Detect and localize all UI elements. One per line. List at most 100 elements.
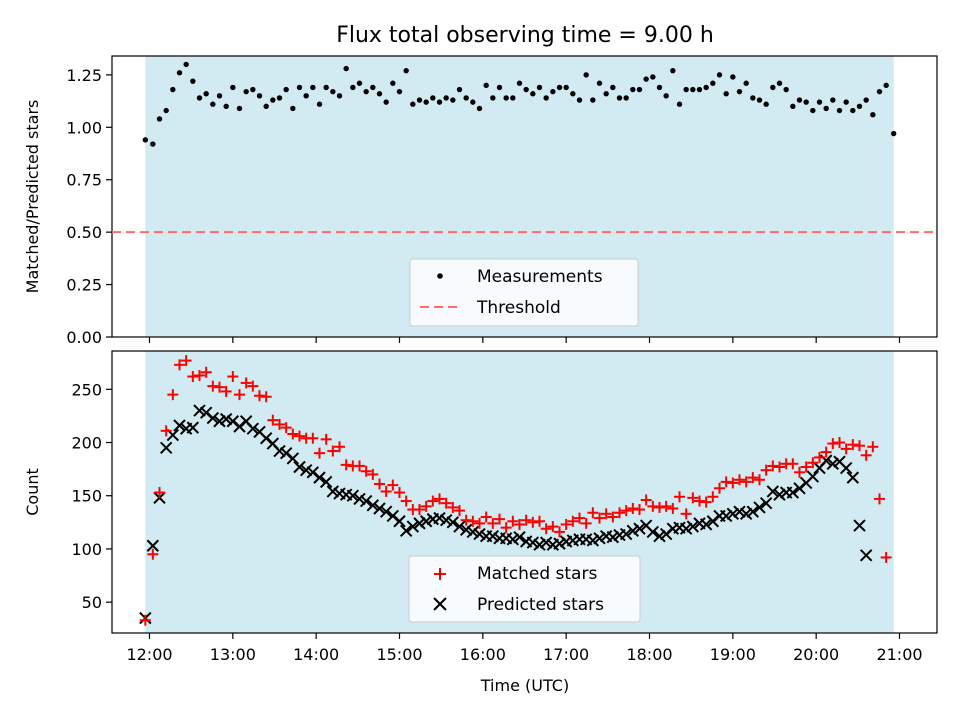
matched-point	[820, 446, 832, 458]
legend-measurement-marker	[437, 273, 443, 279]
measurement-point	[563, 84, 569, 91]
measurement-point	[890, 130, 897, 137]
predicted-point	[159, 441, 173, 455]
y-tick-label: 1.25	[66, 66, 102, 85]
predicted-point	[186, 421, 200, 434]
measurement-point	[223, 103, 229, 110]
predicted-points	[139, 404, 873, 625]
legend-predicted-label: Predicted stars	[477, 595, 604, 615]
matched-point	[294, 430, 305, 442]
count-legend: Matched stars Predicted stars	[408, 555, 641, 623]
x-tick-label: 16:00	[460, 645, 506, 664]
predicted-point	[786, 486, 800, 499]
predicted-point	[766, 485, 780, 498]
y-tick-label: 150	[71, 487, 102, 506]
matched-point	[587, 507, 599, 519]
predicted-point	[366, 499, 380, 512]
matched-point	[240, 377, 252, 389]
matched-point	[314, 447, 325, 459]
matched-point	[267, 414, 279, 426]
measurement-point	[523, 86, 529, 93]
measurement-point	[603, 91, 609, 97]
matched-point	[220, 385, 232, 397]
x-tick-label: 15:00	[376, 645, 422, 664]
matched-point	[700, 496, 712, 508]
measurement-point	[756, 97, 763, 103]
matched-point	[387, 479, 399, 491]
predicted-point	[653, 529, 666, 543]
matched-point	[694, 495, 705, 507]
matched-point	[414, 504, 425, 516]
matched-point	[260, 391, 272, 403]
matched-point	[480, 511, 492, 523]
matched-point	[367, 468, 379, 480]
y-tick-label: 50	[82, 593, 102, 612]
predicted-point	[773, 488, 786, 501]
matched-point	[400, 495, 412, 507]
measurement-point	[816, 99, 823, 105]
measurement-point	[516, 80, 523, 86]
x-axis-label: Time (UTC)	[480, 676, 569, 695]
predicted-point	[406, 520, 420, 533]
ratio-axes-frame	[111, 55, 938, 338]
matched-point	[567, 515, 579, 527]
y-tick-label: 0.50	[66, 223, 102, 242]
measurement-point	[596, 80, 603, 86]
measurement-point	[396, 88, 403, 95]
matched-point	[827, 438, 839, 450]
matched-point	[660, 500, 672, 512]
matched-point	[667, 502, 679, 514]
measurement-point	[696, 86, 703, 93]
measurement-point	[610, 84, 616, 91]
measurement-point	[510, 95, 516, 101]
matched-point	[500, 522, 512, 534]
measurement-point	[250, 86, 256, 93]
figure-title: Flux total observing time = 9.00 h	[336, 23, 714, 48]
predicted-point	[353, 492, 366, 506]
matched-point	[687, 492, 699, 504]
count-x-ticks: 12:00 13:00 14:00 15:00 16:00 17:00 18:00 19:00…	[126, 633, 923, 664]
y-tick-label: 250	[71, 380, 102, 399]
measurement-point	[303, 93, 309, 99]
y-tick-label: 0.00	[66, 328, 102, 347]
predicted-point	[206, 411, 220, 425]
y-tick-label: 1.00	[66, 118, 102, 137]
matched-point	[227, 371, 239, 383]
matched-point	[334, 441, 345, 453]
measurement-point	[703, 84, 709, 91]
matched-point	[320, 433, 332, 445]
matched-point	[187, 371, 199, 383]
matched-point	[474, 517, 485, 529]
matched-point	[600, 508, 612, 520]
matched-point	[814, 451, 825, 463]
predicted-point	[359, 494, 373, 508]
predicted-point	[219, 412, 233, 426]
x-tick-label: 19:00	[710, 645, 756, 664]
predicted-point	[726, 507, 740, 521]
measurement-point	[843, 99, 849, 105]
predicted-point	[313, 471, 326, 484]
measurement-point	[316, 101, 323, 107]
measurement-point	[530, 91, 536, 97]
measurement-point	[210, 101, 216, 107]
matched-point	[840, 443, 852, 455]
predicted-point	[413, 517, 426, 530]
measurement-point	[810, 107, 816, 114]
matched-point	[800, 461, 812, 473]
measurement-point	[723, 91, 729, 97]
measurement-point	[503, 95, 509, 101]
matched-point	[200, 366, 212, 378]
matched-point	[427, 495, 439, 507]
ratio-legend-box	[409, 258, 639, 327]
measurement-point	[416, 97, 423, 103]
count-axes-frame	[111, 350, 938, 634]
measurement-point	[470, 99, 476, 105]
measurement-point	[436, 99, 443, 105]
predicted-point	[446, 516, 460, 529]
measurement-point	[476, 105, 483, 112]
predicted-point	[433, 511, 446, 525]
measurement-point	[376, 91, 383, 97]
measurement-point	[150, 141, 156, 147]
x-tick-label: 18:00	[626, 645, 672, 664]
